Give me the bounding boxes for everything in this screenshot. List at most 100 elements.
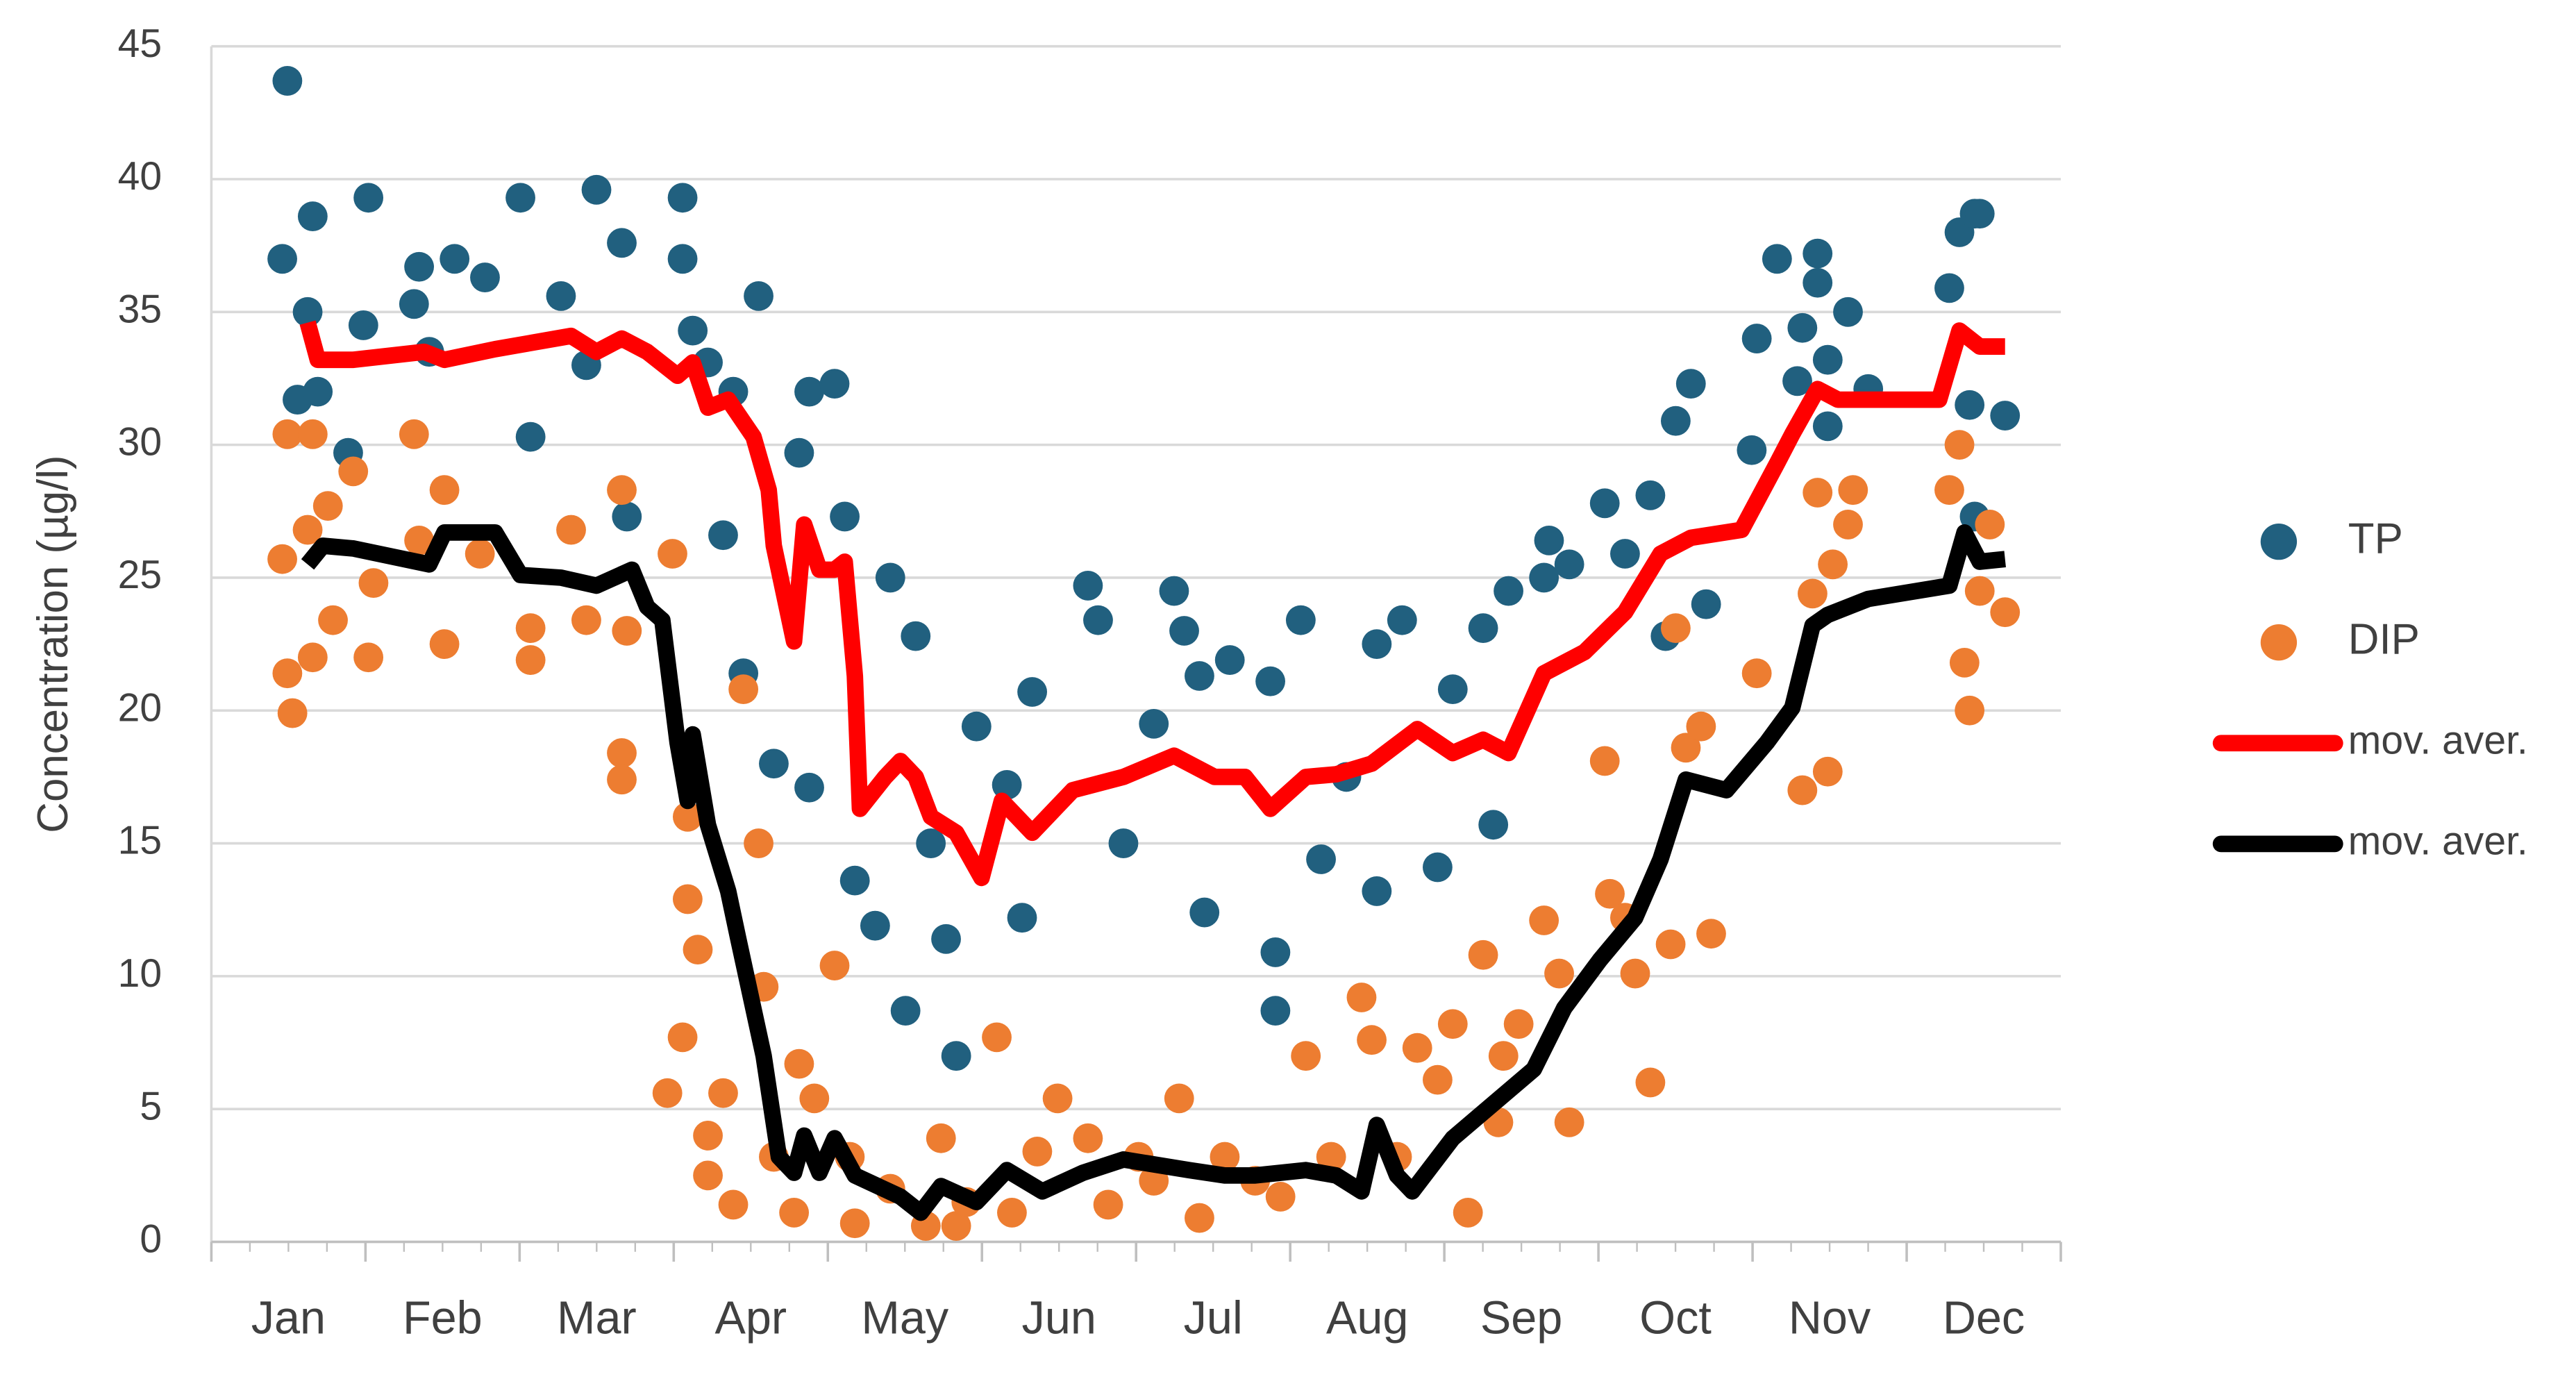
line bbox=[301, 524, 2006, 1221]
point bbox=[1073, 1123, 1103, 1153]
point bbox=[1159, 576, 1189, 606]
point bbox=[1423, 1064, 1453, 1095]
point bbox=[404, 525, 435, 555]
point bbox=[708, 520, 738, 551]
point bbox=[875, 562, 905, 593]
point bbox=[1660, 406, 1691, 436]
point bbox=[1529, 562, 1559, 593]
point bbox=[744, 281, 773, 311]
point bbox=[1934, 273, 1964, 303]
point bbox=[1955, 390, 1985, 420]
point bbox=[607, 228, 637, 258]
point bbox=[1686, 711, 1716, 742]
point bbox=[1741, 658, 1772, 689]
point bbox=[1610, 539, 1640, 569]
point bbox=[1210, 1142, 1240, 1172]
y-tick-label: 5 bbox=[140, 1084, 162, 1128]
legend-label: TP bbox=[2348, 515, 2403, 562]
point bbox=[1964, 199, 1995, 229]
point bbox=[348, 310, 378, 340]
point bbox=[1812, 411, 1843, 442]
point bbox=[1316, 1142, 1346, 1172]
y-tick-label: 45 bbox=[118, 22, 162, 66]
point bbox=[1214, 645, 1245, 675]
point bbox=[1488, 1041, 1519, 1071]
point bbox=[678, 315, 708, 346]
point bbox=[1093, 1189, 1123, 1220]
point bbox=[1402, 1033, 1432, 1063]
point bbox=[297, 642, 328, 673]
point bbox=[1306, 844, 1336, 874]
point bbox=[1260, 937, 1291, 967]
x-tick-label: Oct bbox=[1639, 1292, 1712, 1344]
point bbox=[839, 865, 870, 896]
point bbox=[515, 421, 546, 452]
point bbox=[1696, 919, 1726, 949]
point bbox=[429, 475, 460, 505]
point bbox=[546, 281, 576, 311]
point bbox=[1975, 510, 2005, 540]
point bbox=[693, 1160, 723, 1191]
point bbox=[779, 1198, 810, 1228]
point bbox=[1478, 810, 1509, 840]
point bbox=[1387, 605, 1417, 635]
point bbox=[1357, 1025, 1387, 1055]
point bbox=[1589, 488, 1620, 519]
point bbox=[941, 1041, 971, 1071]
point bbox=[1346, 983, 1377, 1012]
point bbox=[1675, 369, 1706, 399]
point bbox=[1934, 475, 1964, 505]
point bbox=[1655, 929, 1686, 960]
point bbox=[1944, 430, 1975, 460]
point bbox=[353, 642, 384, 673]
point bbox=[581, 174, 612, 205]
point bbox=[607, 764, 637, 795]
point bbox=[672, 801, 703, 832]
point bbox=[860, 910, 890, 941]
point bbox=[672, 884, 703, 914]
point bbox=[799, 1083, 830, 1114]
point bbox=[658, 539, 687, 569]
point bbox=[1260, 996, 1291, 1026]
legend-label: DIP bbox=[2348, 616, 2420, 664]
point bbox=[890, 996, 921, 1026]
point bbox=[667, 183, 698, 213]
point bbox=[1803, 478, 1833, 508]
point bbox=[708, 1078, 738, 1108]
point bbox=[1362, 629, 1392, 660]
point bbox=[267, 244, 297, 274]
point bbox=[1671, 733, 1701, 763]
point bbox=[312, 491, 343, 521]
point bbox=[1453, 1198, 1483, 1228]
x-tick-label: Dec bbox=[1943, 1292, 2025, 1344]
point bbox=[1787, 312, 1818, 343]
point bbox=[1189, 897, 1220, 928]
point bbox=[297, 419, 328, 449]
point bbox=[982, 1022, 1012, 1053]
point bbox=[272, 419, 303, 449]
point bbox=[1803, 267, 1833, 298]
x-tick-label: Jun bbox=[1022, 1292, 1096, 1344]
y-tick-label: 10 bbox=[118, 951, 162, 996]
line bbox=[299, 320, 2005, 887]
point bbox=[607, 738, 637, 768]
point bbox=[683, 935, 713, 965]
point bbox=[916, 828, 946, 858]
point bbox=[1437, 1009, 1468, 1039]
point bbox=[1620, 958, 1650, 989]
point bbox=[693, 1121, 723, 1151]
point bbox=[1185, 661, 1214, 691]
point bbox=[404, 251, 435, 282]
x-tick-label: Nov bbox=[1789, 1292, 1871, 1344]
point bbox=[1468, 939, 1498, 970]
point bbox=[784, 437, 814, 468]
point bbox=[399, 419, 429, 449]
y-tick-label: 15 bbox=[118, 819, 162, 863]
point bbox=[1955, 695, 1985, 726]
point bbox=[267, 544, 297, 574]
point bbox=[667, 1022, 698, 1053]
point bbox=[1164, 1083, 1194, 1114]
point bbox=[515, 613, 546, 644]
legend-label: mov. aver. bbox=[2348, 819, 2528, 863]
